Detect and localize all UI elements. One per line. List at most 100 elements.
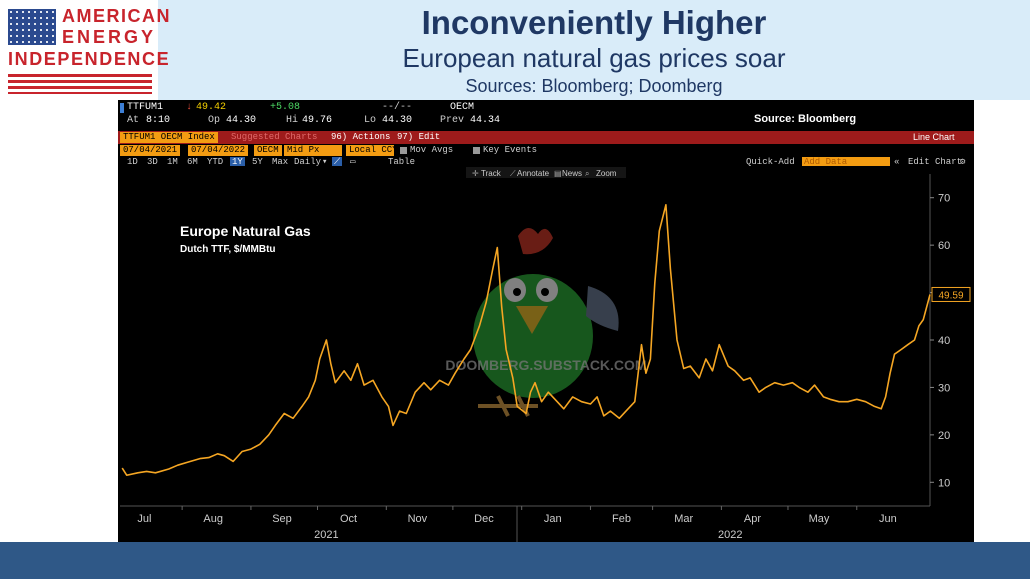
chart-subtitle: Dutch TTF, $/MMBtu xyxy=(180,244,276,255)
last-value-label: 49.59 xyxy=(938,290,963,301)
period-ytd[interactable]: YTD xyxy=(207,157,224,167)
security-bar: TTFUM1 OECM Index Suggested Charts 96) A… xyxy=(118,131,974,144)
annotate-icon[interactable]: ⟋ xyxy=(510,169,516,178)
date-from-field[interactable]: 07/04/2021 xyxy=(120,145,181,156)
key-events-checkbox[interactable] xyxy=(473,147,480,154)
period-bar: 1D 3D 1M 6M YTD 1Y 5Y Max Daily ▾ ⟋ ▭ Ta… xyxy=(118,157,974,169)
bid-ask: --/-- xyxy=(382,102,413,113)
y-tick-label: 40 xyxy=(938,335,950,347)
security-field[interactable]: TTFUM1 OECM Index xyxy=(120,132,218,143)
last-price: 49.42 xyxy=(196,102,227,113)
date-to-field[interactable]: 07/04/2022 xyxy=(188,145,249,156)
open-value: 44.30 xyxy=(226,115,257,126)
price-chart[interactable]: ✛ Track ⟋ Annotate ▤ News ⌕ Zoom Europe … xyxy=(118,166,974,542)
y-tick-label: 60 xyxy=(938,240,950,252)
header-band xyxy=(158,0,1030,100)
high-value: 49.76 xyxy=(302,115,333,126)
us-flag-icon xyxy=(8,9,56,45)
x-tick-label: Apr xyxy=(744,513,761,525)
exchange-field[interactable]: OECM xyxy=(254,145,282,156)
mascot-comb-icon xyxy=(518,227,553,255)
mov-avgs-checkbox[interactable] xyxy=(400,147,407,154)
collapse-icon[interactable]: « xyxy=(894,157,900,167)
slide-subtitle: European natural gas prices soar xyxy=(402,43,786,73)
price-field[interactable]: Mid Px xyxy=(284,145,342,156)
x-tick-label: Mar xyxy=(674,513,693,525)
add-data-input[interactable]: Add Data xyxy=(802,157,890,168)
x-tick-label: Feb xyxy=(612,513,631,525)
y-tick-label: 70 xyxy=(938,193,950,205)
zoom-tool[interactable]: Zoom xyxy=(596,169,617,178)
period-1d[interactable]: 1D xyxy=(127,157,138,167)
x-year-label: 2021 xyxy=(314,529,338,541)
slide-header: AMERICAN ENERGY INDEPENDENCE Inconvenien… xyxy=(0,0,1030,100)
low-label: Lo xyxy=(364,115,377,126)
prev-value: 44.34 xyxy=(470,115,501,126)
high-label: Hi xyxy=(286,115,299,126)
frequency-select[interactable]: Daily xyxy=(294,157,322,167)
doomberg-watermark xyxy=(473,227,619,417)
chart-kind: Line Chart xyxy=(913,132,955,142)
at-label: At xyxy=(127,115,140,126)
exchange: OECM xyxy=(450,102,475,113)
mascot-pupil-right-icon xyxy=(541,288,549,296)
x-tick-label: Nov xyxy=(408,513,428,525)
price-series-line xyxy=(121,204,931,476)
logo-line-2: ENERGY xyxy=(62,27,157,47)
slide-sources: Sources: Bloomberg; Doomberg xyxy=(465,76,723,96)
edit-menu[interactable]: 97) Edit xyxy=(397,132,441,142)
edit-chart-button[interactable]: Edit Chart xyxy=(908,157,963,167)
ticker[interactable]: TTFUM1 xyxy=(127,102,164,113)
period-1y[interactable]: 1Y xyxy=(230,157,245,167)
key-events-label: Key Events xyxy=(483,145,538,155)
x-tick-label: Jul xyxy=(137,513,151,525)
down-arrow-icon: ↓ xyxy=(186,102,193,113)
table-button[interactable]: Table xyxy=(388,157,416,167)
chart-style-icon[interactable]: ⟋ xyxy=(332,157,343,167)
chart-type-icon[interactable]: ▭ xyxy=(350,157,356,167)
quick-add-button[interactable]: Quick-Add xyxy=(746,157,795,167)
watermark-text: DOOMBERG.SUBSTACK.COM xyxy=(445,357,646,373)
track-tool[interactable]: Track xyxy=(481,169,502,178)
actions-menu[interactable]: 96) Actions xyxy=(331,132,391,142)
suggested-charts[interactable]: Suggested Charts xyxy=(231,132,318,142)
ticker-marker-icon xyxy=(120,103,124,113)
logo-stripes xyxy=(8,74,152,94)
chevron-down-icon[interactable]: ▾ xyxy=(322,157,328,167)
quote-row-2: At 8:10 Op 44.30 Hi 49.76 Lo 44.30 Prev … xyxy=(118,113,974,127)
track-icon[interactable]: ✛ xyxy=(472,169,479,178)
y-tick-label: 10 xyxy=(938,477,950,489)
x-axis-ticks: Jul Aug Sep Oct Nov Dec Jan Feb Mar Apr May Jun 2021… xyxy=(137,506,897,541)
chart-title: Europe Natural Gas xyxy=(180,223,311,239)
zoom-icon[interactable]: ⌕ xyxy=(585,169,589,178)
gear-icon[interactable]: ⚙ xyxy=(960,157,966,167)
logo: AMERICAN ENERGY INDEPENDENCE xyxy=(4,4,170,96)
x-year-label: 2022 xyxy=(718,529,742,541)
period-max[interactable]: Max xyxy=(272,157,289,167)
news-icon[interactable]: ▤ xyxy=(554,169,562,178)
bottom-band xyxy=(0,542,1030,579)
last-value-box xyxy=(931,286,971,302)
quote-row-1: TTFUM1 ↓ 49.42 +5.08 --/-- OECM xyxy=(118,102,974,114)
settings-bar: 07/04/2021 07/04/2022 OECM Mid Px Local … xyxy=(118,145,974,157)
bloomberg-panel: TTFUM1 ↓ 49.42 +5.08 --/-- OECM At 8:10 … xyxy=(118,100,974,542)
annotate-tool[interactable]: Annotate xyxy=(517,169,550,178)
news-tool[interactable]: News xyxy=(562,169,582,178)
period-3d[interactable]: 3D xyxy=(147,157,158,167)
price-change: +5.08 xyxy=(270,102,301,113)
logo-line-1: AMERICAN xyxy=(62,6,171,26)
currency-field[interactable]: Local CCY xyxy=(346,145,398,156)
mascot-body-icon xyxy=(473,274,593,398)
prev-label: Prev xyxy=(440,115,465,126)
x-tick-label: Sep xyxy=(272,513,292,525)
x-tick-label: Aug xyxy=(203,513,223,525)
at-time: 8:10 xyxy=(146,115,171,126)
x-tick-label: Jun xyxy=(879,513,897,525)
mascot-pupil-left-icon xyxy=(513,288,521,296)
period-1m[interactable]: 1M xyxy=(167,157,178,167)
x-tick-label: May xyxy=(809,513,830,525)
mascot-beak-icon xyxy=(516,306,548,334)
period-6m[interactable]: 6M xyxy=(187,157,198,167)
period-5y[interactable]: 5Y xyxy=(252,157,263,167)
low-value: 44.30 xyxy=(382,115,413,126)
